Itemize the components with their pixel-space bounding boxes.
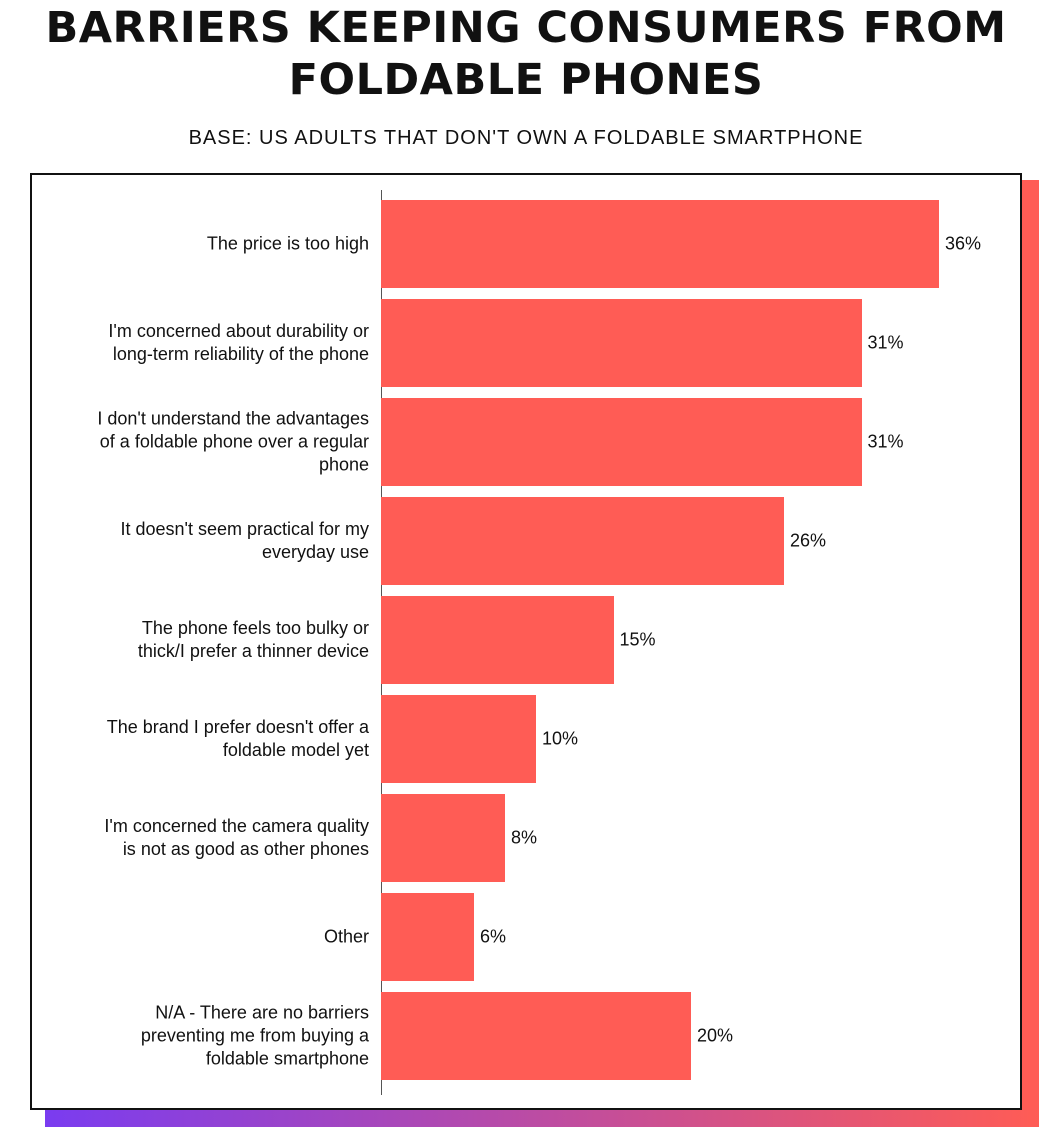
category-label: The price is too high (206, 233, 369, 254)
category-label: It doesn't seem practical for my everyda… (120, 519, 369, 562)
value-label: 8% (511, 827, 538, 848)
chart-subtitle: BASE: US ADULTS THAT DON'T OWN A FOLDABL… (188, 127, 864, 149)
bar (381, 893, 474, 981)
category-label: N/A - There are no barriers preventing m… (140, 1002, 369, 1069)
value-label: 6% (480, 926, 507, 947)
bar (381, 497, 784, 585)
value-label: 15% (619, 629, 656, 650)
category-label: I'm concerned about durability or long-t… (108, 321, 369, 364)
value-label: 36% (945, 233, 982, 254)
value-label: 31% (867, 332, 904, 353)
bar (381, 794, 505, 882)
chart-title: BARRIERS KEEPING CONSUMERS FROM FOLDABLE… (45, 3, 1007, 105)
bar (381, 992, 691, 1080)
bar (381, 299, 862, 387)
value-label: 20% (697, 1025, 734, 1046)
category-label: I don't understand the advantages of a f… (97, 408, 369, 475)
value-label: 26% (790, 530, 827, 551)
category-label: The brand I prefer doesn't offer a folda… (106, 717, 369, 760)
bar (381, 695, 536, 783)
bar (381, 596, 614, 684)
frame-shadow (1020, 180, 1039, 1110)
value-label: 31% (867, 431, 904, 452)
frame-shadow (45, 1108, 1039, 1127)
value-label: 10% (542, 728, 579, 749)
category-label: I'm concerned the camera quality is not … (104, 816, 369, 859)
bar (381, 200, 939, 288)
category-label: The phone feels too bulky or thick/I pre… (137, 618, 369, 661)
bar (381, 398, 862, 486)
category-label: Other (323, 926, 369, 947)
